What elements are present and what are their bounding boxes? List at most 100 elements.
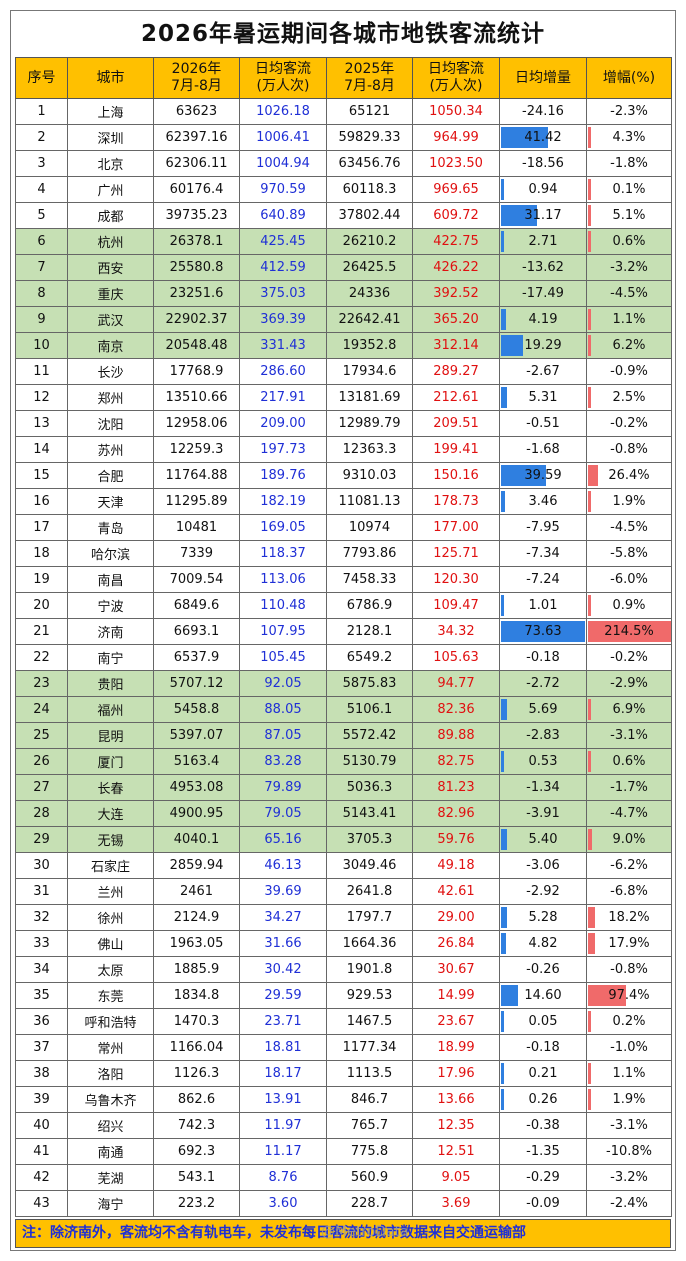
cell-increase-bar	[501, 985, 518, 1006]
cell-total-2025: 1901.8	[326, 956, 413, 983]
cell-avg-2026: 83.28	[239, 748, 327, 775]
cell-total-2026: 11764.88	[153, 462, 240, 489]
cell-increase: 0.26	[499, 1086, 587, 1113]
cell-total-2026: 39735.23	[153, 202, 240, 229]
cell-growth-value: -4.5%	[610, 286, 648, 301]
cell-total-2025: 5106.1	[326, 696, 413, 723]
cell-increase-value: 1.01	[528, 598, 558, 613]
cell-increase-bar	[501, 1089, 504, 1110]
cell-increase-value: -0.26	[526, 962, 560, 977]
cell-city: 上海	[67, 98, 154, 125]
cell-growth: 0.1%	[586, 176, 672, 203]
cell-growth: -6.0%	[586, 566, 672, 593]
cell-growth-bar	[588, 699, 591, 720]
cell-avg-2026: 23.71	[239, 1008, 327, 1035]
cell-increase-value: 2.71	[528, 234, 558, 249]
cell-avg-2026: 331.43	[239, 332, 327, 359]
cell-total-2026: 692.3	[153, 1138, 240, 1165]
cell-increase-value: 5.69	[528, 702, 558, 717]
cell-total-2025: 2128.1	[326, 618, 413, 645]
cell-avg-2025: 59.76	[412, 826, 500, 853]
cell-total-2025: 1664.36	[326, 930, 413, 957]
cell-increase-bar	[501, 179, 504, 200]
cell-city: 重庆	[67, 280, 154, 307]
cell-total-2026: 2461	[153, 878, 240, 905]
cell-total-2026: 6693.1	[153, 618, 240, 645]
cell-increase-value: 5.28	[528, 910, 558, 925]
cell-total-2026: 1166.04	[153, 1034, 240, 1061]
cell-growth-value: 2.5%	[612, 390, 646, 405]
cell-total-2025: 929.53	[326, 982, 413, 1009]
cell-growth-bar	[588, 1089, 591, 1110]
cell-growth-value: 97.4%	[608, 988, 650, 1003]
cell-rank: 40	[15, 1112, 68, 1139]
cell-total-2026: 7009.54	[153, 566, 240, 593]
cell-city: 福州	[67, 696, 154, 723]
cell-growth-value: -4.5%	[610, 520, 648, 535]
cell-increase-value: 41.42	[524, 130, 562, 145]
cell-total-2026: 20548.48	[153, 332, 240, 359]
cell-increase-value: 73.63	[524, 624, 562, 639]
cell-avg-2025: 3.69	[412, 1190, 500, 1217]
cell-increase: 19.29	[499, 332, 587, 359]
cell-growth: 0.6%	[586, 748, 672, 775]
cell-city: 贵阳	[67, 670, 154, 697]
cell-total-2025: 26210.2	[326, 228, 413, 255]
cell-avg-2026: 1004.94	[239, 150, 327, 177]
cell-total-2026: 62306.11	[153, 150, 240, 177]
cell-rank: 35	[15, 982, 68, 1009]
cell-increase: 41.42	[499, 124, 587, 151]
cell-total-2026: 2124.9	[153, 904, 240, 931]
cell-city: 天津	[67, 488, 154, 515]
cell-rank: 25	[15, 722, 68, 749]
cell-total-2025: 3049.46	[326, 852, 413, 879]
cell-increase-value: 5.40	[528, 832, 558, 847]
cell-avg-2026: 8.76	[239, 1164, 327, 1191]
cell-increase-bar	[501, 465, 546, 486]
cell-rank: 39	[15, 1086, 68, 1113]
table-row: 35 东莞 1834.8 29.59 929.53 14.99 14.60 97.4%	[15, 982, 672, 1009]
cell-growth-value: -5.8%	[610, 546, 648, 561]
cell-avg-2026: 369.39	[239, 306, 327, 333]
cell-total-2026: 5397.07	[153, 722, 240, 749]
cell-avg-2025: 9.05	[412, 1164, 500, 1191]
cell-total-2025: 59829.33	[326, 124, 413, 151]
cell-growth-value: -1.7%	[610, 780, 648, 795]
cell-city: 海宁	[67, 1190, 154, 1217]
cell-avg-2025: 150.16	[412, 462, 500, 489]
cell-increase-value: -0.38	[526, 1118, 560, 1133]
cell-increase-value: 31.17	[524, 208, 562, 223]
cell-avg-2025: 422.75	[412, 228, 500, 255]
table-row: 42 芜湖 543.1 8.76 560.9 9.05 -0.29 -3.2%	[15, 1164, 672, 1191]
header-increase: 日均增量	[499, 57, 587, 99]
cell-increase-value: -1.34	[526, 780, 560, 795]
cell-rank: 2	[15, 124, 68, 151]
table-row: 40 绍兴 742.3 11.97 765.7 12.35 -0.38 -3.1%	[15, 1112, 672, 1139]
cell-total-2025: 60118.3	[326, 176, 413, 203]
page-title: 2026年暑运期间各城市地铁客流统计	[140, 21, 545, 47]
cell-total-2026: 1885.9	[153, 956, 240, 983]
cell-rank: 17	[15, 514, 68, 541]
cell-growth: -3.1%	[586, 1112, 672, 1139]
cell-avg-2026: 29.59	[239, 982, 327, 1009]
cell-increase-bar	[501, 751, 504, 772]
cell-increase-bar	[501, 595, 504, 616]
cell-city: 杭州	[67, 228, 154, 255]
cell-avg-2026: 197.73	[239, 436, 327, 463]
cell-city: 石家庄	[67, 852, 154, 879]
cell-city: 宁波	[67, 592, 154, 619]
cell-increase-value: 3.46	[528, 494, 558, 509]
cell-growth-value: 1.1%	[612, 1066, 646, 1081]
cell-avg-2026: 11.97	[239, 1112, 327, 1139]
cell-growth-value: -2.4%	[610, 1196, 648, 1211]
cell-increase-value: 0.26	[528, 1092, 558, 1107]
cell-rank: 20	[15, 592, 68, 619]
cell-total-2026: 17768.9	[153, 358, 240, 385]
cell-city: 昆明	[67, 722, 154, 749]
cell-city: 青岛	[67, 514, 154, 541]
cell-total-2026: 543.1	[153, 1164, 240, 1191]
cell-avg-2025: 34.32	[412, 618, 500, 645]
cell-total-2026: 5707.12	[153, 670, 240, 697]
cell-avg-2025: 392.52	[412, 280, 500, 307]
cell-total-2025: 6549.2	[326, 644, 413, 671]
